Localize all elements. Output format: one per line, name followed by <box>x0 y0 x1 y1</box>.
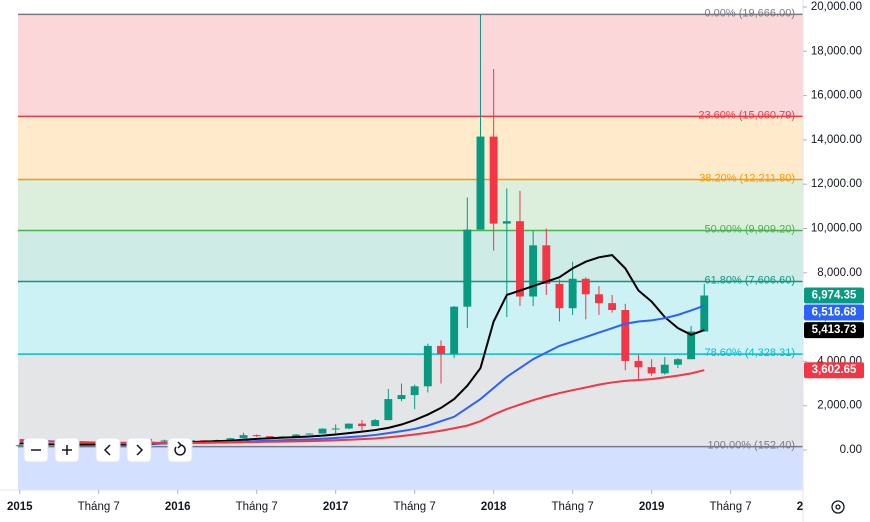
price-label-box <box>804 362 864 379</box>
fib-label: 61.80% (7,606.60) <box>704 274 795 286</box>
candle-body <box>423 345 432 387</box>
candle-body <box>542 245 551 284</box>
candle-body <box>516 221 524 297</box>
fib-label: 100.00% (152.40) <box>708 440 795 452</box>
candle-body <box>595 294 603 304</box>
y-tick-label: 8,000.00 <box>817 267 862 279</box>
reset-button[interactable] <box>167 437 193 463</box>
candle-body <box>555 283 564 309</box>
price-label-box <box>804 304 864 321</box>
y-tick-label: 10,000.00 <box>811 223 862 235</box>
price-label-box <box>804 322 864 339</box>
x-axis: 2015 Tháng 7 2016 Tháng 7 2017 Tháng 7 2018 Thá… <box>7 490 823 513</box>
candle-body <box>476 136 485 230</box>
candle-body <box>529 245 538 297</box>
candle-body <box>634 360 643 368</box>
candle-body <box>397 395 406 400</box>
candle-body <box>489 136 498 224</box>
candle-body <box>292 434 301 437</box>
y-tick-label: 0.00 <box>840 444 862 456</box>
zoom-in-button[interactable] <box>54 437 80 463</box>
plot-area: 0.00% (19,666.00) 23.60% (15,060.79) 38.20… <box>15 7 803 490</box>
fib-label: 50.00% (9,909.20) <box>704 223 795 235</box>
candle-body <box>450 306 459 354</box>
candle-body <box>463 229 472 307</box>
fib-band <box>18 281 803 355</box>
candle-body <box>160 440 169 442</box>
x-tick-label: Tháng 7 <box>394 501 436 513</box>
y-tick-label: 14,000.00 <box>811 134 862 146</box>
candle-body <box>358 423 366 427</box>
x-tick-label: Tháng 7 <box>78 501 120 513</box>
fib-band <box>18 116 803 180</box>
y-tick-label: 18,000.00 <box>811 45 862 57</box>
candle-body <box>673 359 682 365</box>
candle-body <box>581 278 590 295</box>
candle-body <box>700 295 709 332</box>
scroll-right-button[interactable] <box>126 437 152 463</box>
x-tick-label: 2018 <box>481 501 507 513</box>
price-label-box <box>804 287 864 304</box>
fib-band <box>18 354 803 447</box>
candle-body <box>647 367 656 374</box>
y-axis: 0.002,000.004,000.006,000.008,000.0010,0… <box>803 1 862 456</box>
price-label: 6,974.35 <box>812 290 857 302</box>
y-tick-label: 16,000.00 <box>811 90 862 102</box>
fib-label: 38.20% (12,211.80) <box>699 172 795 184</box>
x-tick-label: 2015 <box>7 501 33 513</box>
price-label: 6,516.68 <box>812 307 857 319</box>
candle-body <box>502 221 511 224</box>
y-tick-label: 12,000.00 <box>811 178 862 190</box>
x-tick-label: 2016 <box>165 501 191 513</box>
candle-body <box>265 436 274 438</box>
candle-body <box>344 423 353 429</box>
candle-body <box>437 345 445 354</box>
fib-label: 23.60% (15,060.79) <box>698 109 795 121</box>
scroll-left-button[interactable] <box>95 437 121 463</box>
candle-body <box>15 445 24 447</box>
candle-body <box>305 433 314 435</box>
candle-body <box>687 331 696 360</box>
fib-band <box>18 14 803 117</box>
candle-body <box>568 278 577 309</box>
x-tick-label: 2017 <box>323 501 349 513</box>
x-tick-label: Tháng 7 <box>236 501 278 513</box>
candle-body <box>371 420 380 427</box>
x-tick-label: 2019 <box>639 501 665 513</box>
candle-body <box>410 386 419 396</box>
zoom-out-button[interactable] <box>23 437 49 463</box>
candle-body <box>239 435 248 439</box>
candle-body <box>660 364 669 374</box>
price-label: 5,413.73 <box>812 324 857 336</box>
settings-button[interactable] <box>831 500 845 514</box>
y-tick-label: 2,000.00 <box>817 400 862 412</box>
candle-body <box>331 428 340 430</box>
price-labels: 6,974.35 6,516.68 5,413.73 3,602.65 <box>804 287 864 379</box>
x-tick-label: 2020 <box>797 501 823 513</box>
candle-body <box>384 399 393 421</box>
x-tick-label: Tháng 7 <box>552 501 594 513</box>
candle-body <box>608 303 617 311</box>
candle-body <box>226 438 235 441</box>
fib-label: 0.00% (19,666.00) <box>704 7 795 19</box>
price-label: 3,602.65 <box>812 364 857 376</box>
y-tick-label: 20,000.00 <box>811 1 862 13</box>
candle-body <box>318 428 327 434</box>
candle-body <box>621 310 630 361</box>
fib-band <box>18 230 803 282</box>
fib-band <box>18 179 803 231</box>
x-tick-label: Tháng 7 <box>709 501 751 513</box>
fib-label: 78.60% (4,328.31) <box>704 347 795 359</box>
candle-body <box>252 435 261 437</box>
